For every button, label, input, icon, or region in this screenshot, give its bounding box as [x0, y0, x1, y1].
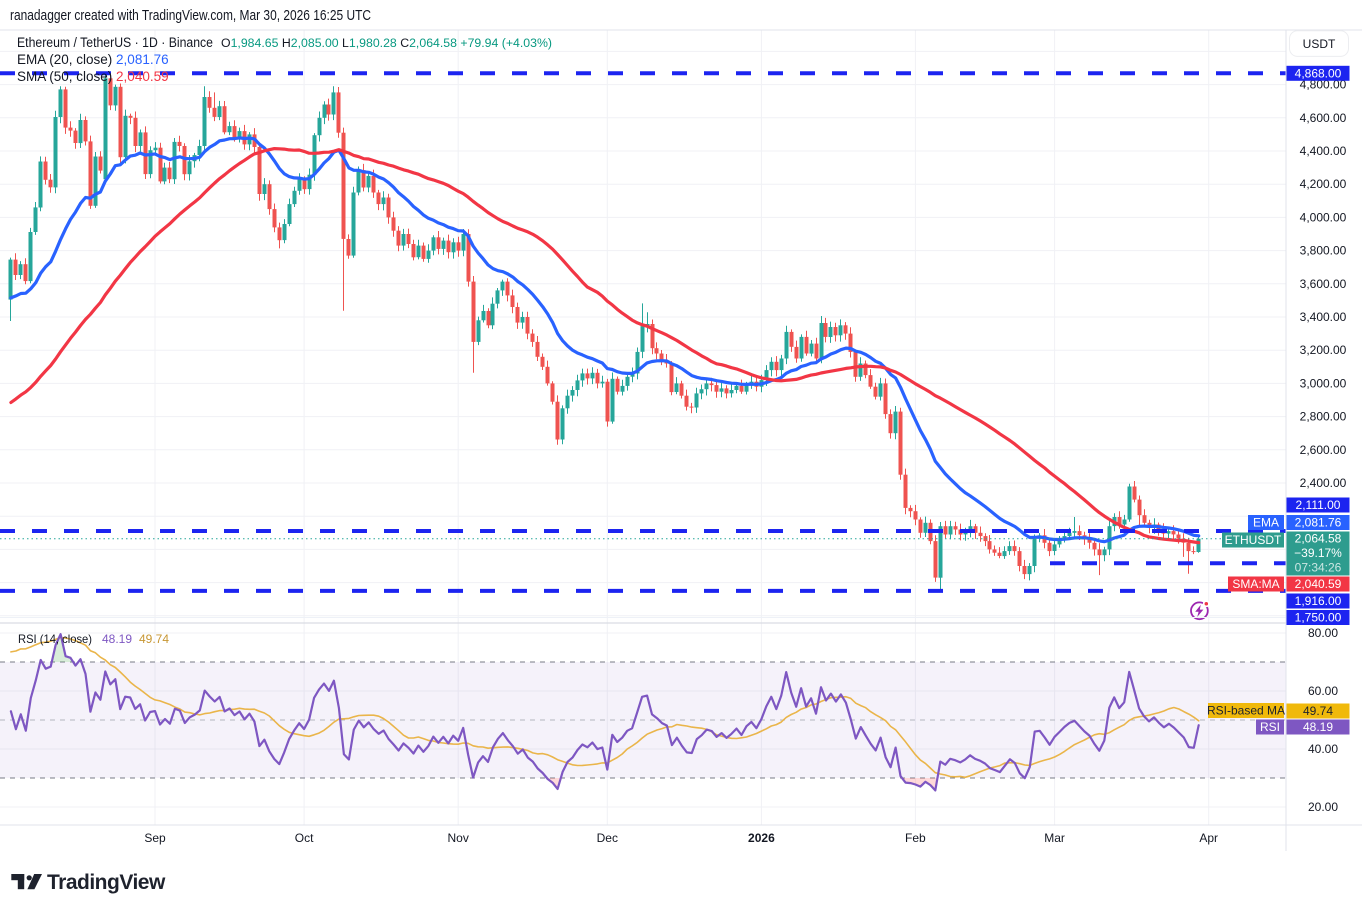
svg-text:ranadagger created with Tradin: ranadagger created with TradingView.com,…	[10, 7, 371, 24]
svg-text:48.19: 48.19	[102, 632, 132, 646]
svg-text:60.00: 60.00	[1308, 684, 1338, 698]
svg-text:48.19: 48.19	[1303, 720, 1333, 734]
svg-text:USDT: USDT	[1303, 37, 1336, 51]
svg-text:SMA:MA: SMA:MA	[1232, 577, 1279, 591]
svg-text:Ethereum / TetherUS · 1D · Bin: Ethereum / TetherUS · 1D · Binance	[17, 35, 213, 50]
svg-text:Oct: Oct	[295, 831, 314, 845]
svg-text:3,400.00: 3,400.00	[1300, 310, 1347, 324]
svg-text:Mar: Mar	[1044, 831, 1065, 845]
svg-text:4,868.00: 4,868.00	[1295, 66, 1342, 80]
svg-text:07:34:26: 07:34:26	[1295, 561, 1342, 575]
svg-text:4,600.00: 4,600.00	[1300, 111, 1347, 125]
svg-text:2,600.00: 2,600.00	[1300, 443, 1347, 457]
svg-text:Sep: Sep	[144, 831, 166, 845]
svg-text:Apr: Apr	[1199, 831, 1218, 845]
svg-text:O1,984.65 H2,085.00 L1,980.28: O1,984.65 H2,085.00 L1,980.28 C2,064.58 …	[221, 36, 552, 50]
svg-text:SMA (50, close) 2,040.59: SMA (50, close) 2,040.59	[17, 69, 169, 84]
svg-text:EMA (20, close) 2,081.76: EMA (20, close) 2,081.76	[17, 52, 169, 67]
svg-text:3,000.00: 3,000.00	[1300, 376, 1347, 390]
svg-text:3,200.00: 3,200.00	[1300, 343, 1347, 357]
svg-text:2,400.00: 2,400.00	[1300, 476, 1347, 490]
svg-text:RSI-based MA: RSI-based MA	[1207, 704, 1285, 718]
svg-text:4,200.00: 4,200.00	[1300, 177, 1347, 191]
svg-text:3,800.00: 3,800.00	[1300, 244, 1347, 258]
svg-text:Nov: Nov	[448, 831, 469, 845]
svg-text:EMA: EMA	[1253, 516, 1279, 530]
svg-text:49.74: 49.74	[1303, 704, 1333, 718]
svg-text:2026: 2026	[748, 831, 775, 845]
svg-text:RSI (14, close): RSI (14, close)	[18, 632, 92, 646]
svg-text:40.00: 40.00	[1308, 742, 1338, 756]
svg-text:RSI: RSI	[1260, 720, 1280, 734]
svg-text:4,000.00: 4,000.00	[1300, 210, 1347, 224]
svg-text:4,800.00: 4,800.00	[1300, 78, 1347, 92]
svg-text:80.00: 80.00	[1308, 626, 1338, 640]
svg-text:Dec: Dec	[597, 831, 618, 845]
svg-text:20.00: 20.00	[1308, 800, 1338, 814]
svg-text:4,400.00: 4,400.00	[1300, 144, 1347, 158]
svg-text:−39.17%: −39.17%	[1294, 546, 1342, 560]
svg-text:2,081.76: 2,081.76	[1295, 516, 1342, 530]
svg-text:2,800.00: 2,800.00	[1300, 410, 1347, 424]
svg-text:1,916.00: 1,916.00	[1295, 594, 1342, 608]
svg-text:1,750.00: 1,750.00	[1295, 611, 1342, 625]
svg-text:3,600.00: 3,600.00	[1300, 277, 1347, 291]
svg-text:49.74: 49.74	[139, 632, 169, 646]
svg-text:TradingView: TradingView	[47, 871, 166, 894]
svg-text:2,064.58: 2,064.58	[1295, 532, 1342, 546]
svg-text:2,040.59: 2,040.59	[1295, 577, 1342, 591]
svg-text:Feb: Feb	[905, 831, 926, 845]
svg-text:ETHUSDT: ETHUSDT	[1225, 533, 1282, 547]
svg-text:2,111.00: 2,111.00	[1296, 498, 1341, 512]
